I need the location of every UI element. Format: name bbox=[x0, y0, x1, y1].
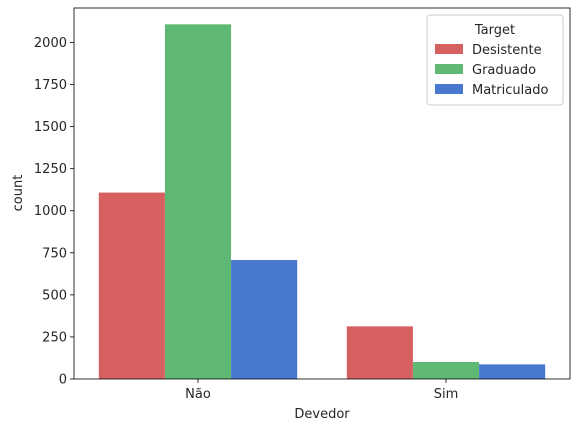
bar-matriculado-1 bbox=[479, 364, 546, 379]
y-tick-label: 250 bbox=[42, 330, 67, 345]
legend-label-desistente: Desistente bbox=[472, 43, 542, 58]
axes-group: 0 250 500 750 1000 1250 1500 1750 2000 Não Sim bbox=[34, 7, 571, 402]
y-tick-label: 500 bbox=[42, 288, 67, 303]
y-tick-label: 1250 bbox=[34, 162, 67, 177]
bar-matriculado-0 bbox=[231, 260, 298, 379]
y-tick-label: 2000 bbox=[34, 36, 67, 51]
legend: Target Desistente Graduado Matriculado bbox=[426, 14, 564, 106]
x-tick-label: Não bbox=[185, 387, 211, 402]
legend-box bbox=[426, 14, 564, 106]
legend-swatch-matriculado bbox=[435, 84, 463, 94]
bars-group bbox=[98, 24, 546, 379]
bar-desistente-0 bbox=[98, 192, 165, 379]
y-tick-label: 0 bbox=[59, 373, 67, 388]
bar-desistente-1 bbox=[346, 326, 413, 379]
legend-swatch-graduado bbox=[435, 64, 463, 74]
y-tick-label: 1000 bbox=[34, 204, 67, 219]
x-tick-label: Sim bbox=[434, 387, 459, 402]
bar-graduado-1 bbox=[412, 362, 480, 379]
bar-graduado-0 bbox=[164, 24, 232, 379]
legend-title: Target bbox=[474, 23, 515, 38]
legend-swatch-desistente bbox=[435, 44, 463, 54]
y-tick-label: 1500 bbox=[34, 120, 67, 135]
x-axis-label: Devedor bbox=[294, 407, 350, 422]
y-axis-label: count bbox=[11, 175, 26, 212]
legend-label-matriculado: Matriculado bbox=[472, 83, 548, 98]
legend-label-graduado: Graduado bbox=[472, 63, 536, 78]
plot-frame bbox=[73, 7, 571, 380]
y-tick-label: 750 bbox=[42, 246, 67, 261]
y-tick-label: 1750 bbox=[34, 78, 67, 93]
